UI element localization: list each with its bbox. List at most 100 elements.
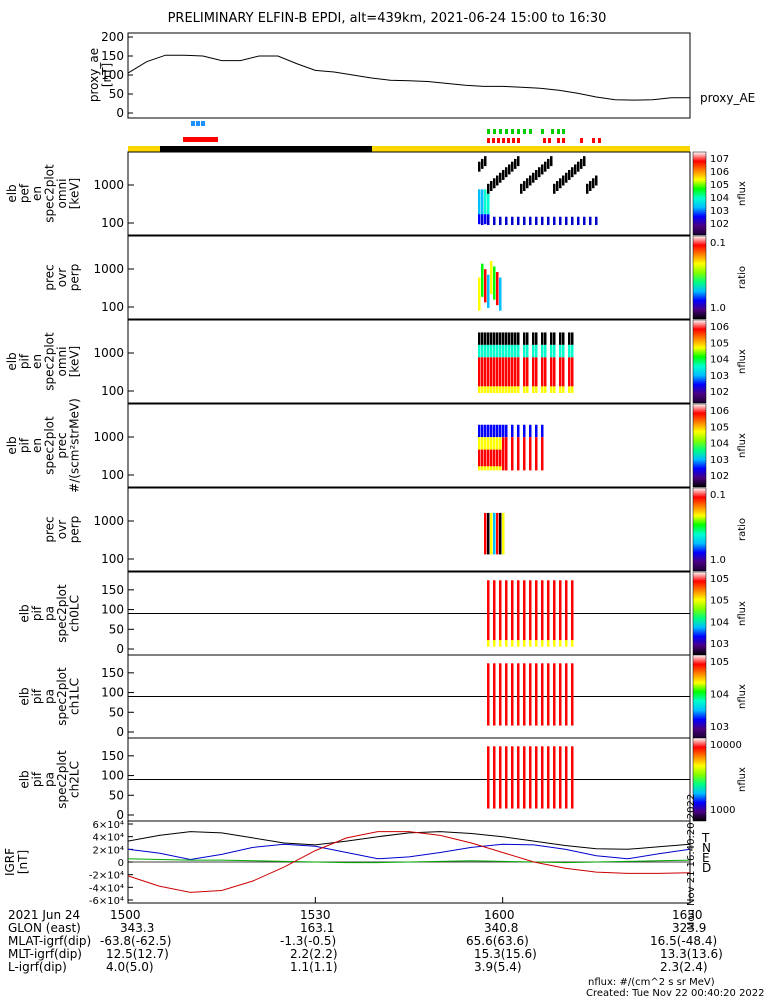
spectrogram-cell [487,640,490,647]
spectrogram-cell [571,386,574,394]
spectrogram-cell [499,344,502,358]
spectrogram-cell [535,357,538,387]
colorbar [692,737,707,822]
spectrogram-cell [484,512,487,555]
created-note: Created: Tue Nov 22 00:40:20 2022 [586,988,765,999]
spectrogram-cell [541,449,544,467]
colorbar-tick-label: 104 [710,355,729,366]
spectrogram-cell [571,746,574,809]
spectrogram-cell [511,580,514,643]
colorbar [692,654,707,739]
spectrogram-cell [553,216,556,226]
region-bar-black [160,146,372,152]
spectrogram-cell [562,386,565,394]
y-axis-label: elb [18,604,32,622]
spectrogram-cell [517,216,520,226]
orbit-value: 4.0(5.0) [106,960,154,974]
spectrogram-cell [484,269,487,303]
y-tick-label: 50 [109,622,124,636]
spectrogram-cell [490,260,493,295]
red-marker [502,138,505,143]
spectrogram-cell [565,172,568,183]
colorbar-tick-label: 106 [710,167,729,178]
y-axis-label: elb [5,352,19,370]
spectrogram-cell [547,640,550,647]
y-axis-label: pif [30,605,44,621]
spectrogram-cell [487,216,490,226]
spectrogram-cell [559,663,562,726]
orbit-value: 340.8 [484,921,519,935]
spectrogram-cell [595,175,598,186]
spectrogram-cell [541,164,544,175]
spectrogram-cell [478,357,481,387]
blue-marker [196,121,200,126]
spectrogram-cell [502,169,505,180]
green-marker [487,129,490,134]
spectrogram-cell [499,332,502,345]
spectrogram-cell [526,344,529,358]
spectrogram-cell [502,332,505,345]
spectrogram-cell [499,216,502,226]
spectrogram-cell [559,580,562,643]
colorbar-tick-label: 102 [710,219,729,230]
spectrogram-cell [562,357,565,387]
vertical-stamp: Mon Nov 21 16:40:20 2022 [686,794,697,930]
y-axis-label: ch1LC [68,678,82,715]
spectrogram-cell [532,172,535,183]
spectrogram-cell [517,640,520,647]
spectrogram-cell [481,332,484,345]
spectrogram-cell [523,332,526,345]
spectrogram-cell [487,332,490,345]
spectrogram-cell [544,332,547,345]
y-axis-label: perp [68,516,82,544]
spectrogram-cell [493,178,496,189]
spectrogram-cell [541,640,544,647]
spectrogram-cell [496,449,499,467]
orbit-value: 2.2(2.2) [290,947,338,961]
spectrogram-cell [511,161,514,172]
y-axis-label: [keV] [68,178,82,209]
spectrogram-cell [514,357,517,387]
spectrogram-cell [481,216,484,226]
colorbar [692,235,707,320]
y-tick-label: 0 [116,725,124,739]
spectrogram-cell [508,357,511,387]
spectrogram-cell [553,746,556,809]
igrf-line-T [127,831,691,850]
spectrogram-cell [481,357,484,387]
y-tick-label: 0 [118,858,124,869]
spectrogram-cell [550,386,553,394]
red-marker [580,138,583,143]
spectrogram-cell [565,640,568,647]
spectrogram-cell [559,344,562,358]
spectrogram-cell [487,663,490,726]
spectrogram-cell [511,386,514,394]
spectrogram-cell [580,158,583,169]
y-tick-label: 150 [101,666,124,680]
orbit-label-mlt: MLT-igrf(dip) [8,947,82,961]
spectrogram-cell [556,181,559,192]
spectrogram-cell [523,640,526,647]
green-marker [505,129,508,134]
spectrogram-cell [562,344,565,358]
y-axis-unit: [nT] [16,850,30,874]
colorbar-tick-label: 103 [710,639,729,650]
colorbar [692,403,707,488]
colorbar-tick-label: 106 [710,322,729,333]
spectrogram-cell [541,424,544,438]
spectrogram-cell [517,344,520,358]
orbit-value: 16.5(-48.4) [650,934,718,948]
y-axis-label: pif [30,771,44,787]
spectrogram-cell [532,344,535,358]
spectrogram-cell [535,746,538,809]
spectrogram-cell [568,332,571,345]
orbit-value: -63.8(-62.5) [100,934,172,948]
spectrogram-cell [499,449,502,467]
red-marker [507,138,510,143]
y-axis-label: pif [18,437,32,453]
spectrogram-cell [511,640,514,647]
colorbar-tick-label: 103 [710,206,729,217]
legend-E: E [702,851,710,865]
spectrogram-cell [517,386,520,394]
